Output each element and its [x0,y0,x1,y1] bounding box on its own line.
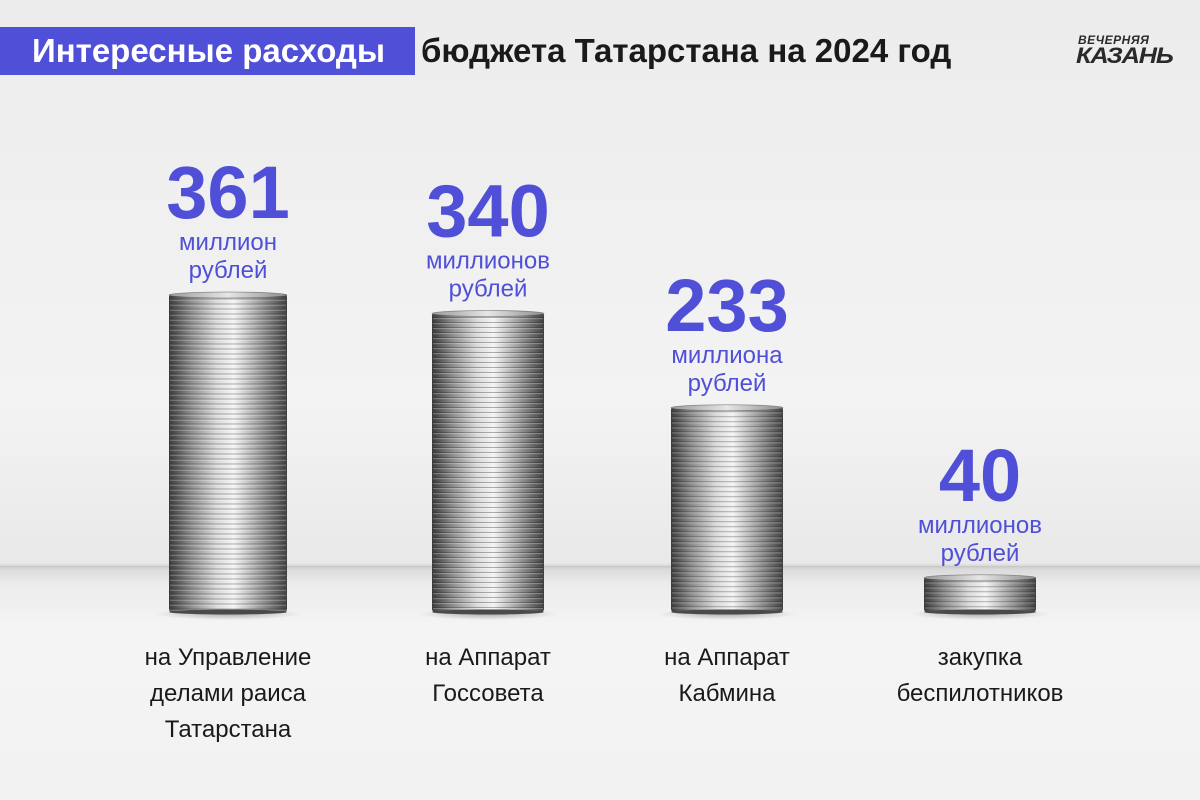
coin-stack-bar-1 [154,291,302,620]
unit-label-4-1: миллионов [918,512,1042,539]
unit-label-3-2: рублей [688,370,767,397]
category-label-2-1: на Аппарат [425,644,551,671]
unit-label-2-2: рублей [449,275,528,302]
value-label-2: 340 [426,169,549,252]
category-label-3-1: на Аппарат [664,644,790,671]
brand-logo: ВЕЧЕРНЯЯ КАЗАНЬ [1076,33,1176,71]
category-label-2-2: Госсовета [432,680,544,707]
floor-edge [0,563,1200,569]
unit-label-1-2: рублей [189,257,268,284]
category-label-3-2: Кабмина [678,680,776,707]
logo-line-1: ВЕЧЕРНЯЯ [1078,33,1150,47]
unit-label-3-1: миллиона [671,342,783,369]
value-label-3: 233 [665,264,788,347]
unit-label-4-2: рублей [941,540,1020,567]
value-label-1: 361 [166,151,289,234]
coin-stack-bar-3 [657,404,797,620]
category-label-4-1: закупка [938,644,1023,671]
category-label-1-1: на Управление [145,644,312,671]
category-label-1-2: делами раиса [150,680,307,707]
page-title-highlight: Интересные расходы [32,32,386,69]
value-label-4: 40 [939,434,1021,517]
title-highlight-bar [0,27,415,75]
category-label-1-3: Татарстана [165,716,292,743]
unit-label-1-1: миллион [179,229,277,256]
coin-stack-bar-4 [910,574,1050,620]
page-title-rest: бюджета Татарстана на 2024 год [421,32,952,69]
unit-label-2-1: миллионов [426,247,550,274]
logo-line-2: КАЗАНЬ [1076,43,1174,68]
category-label-4-2: беспилотников [897,680,1064,707]
coin-stack-bar-2 [418,310,558,620]
